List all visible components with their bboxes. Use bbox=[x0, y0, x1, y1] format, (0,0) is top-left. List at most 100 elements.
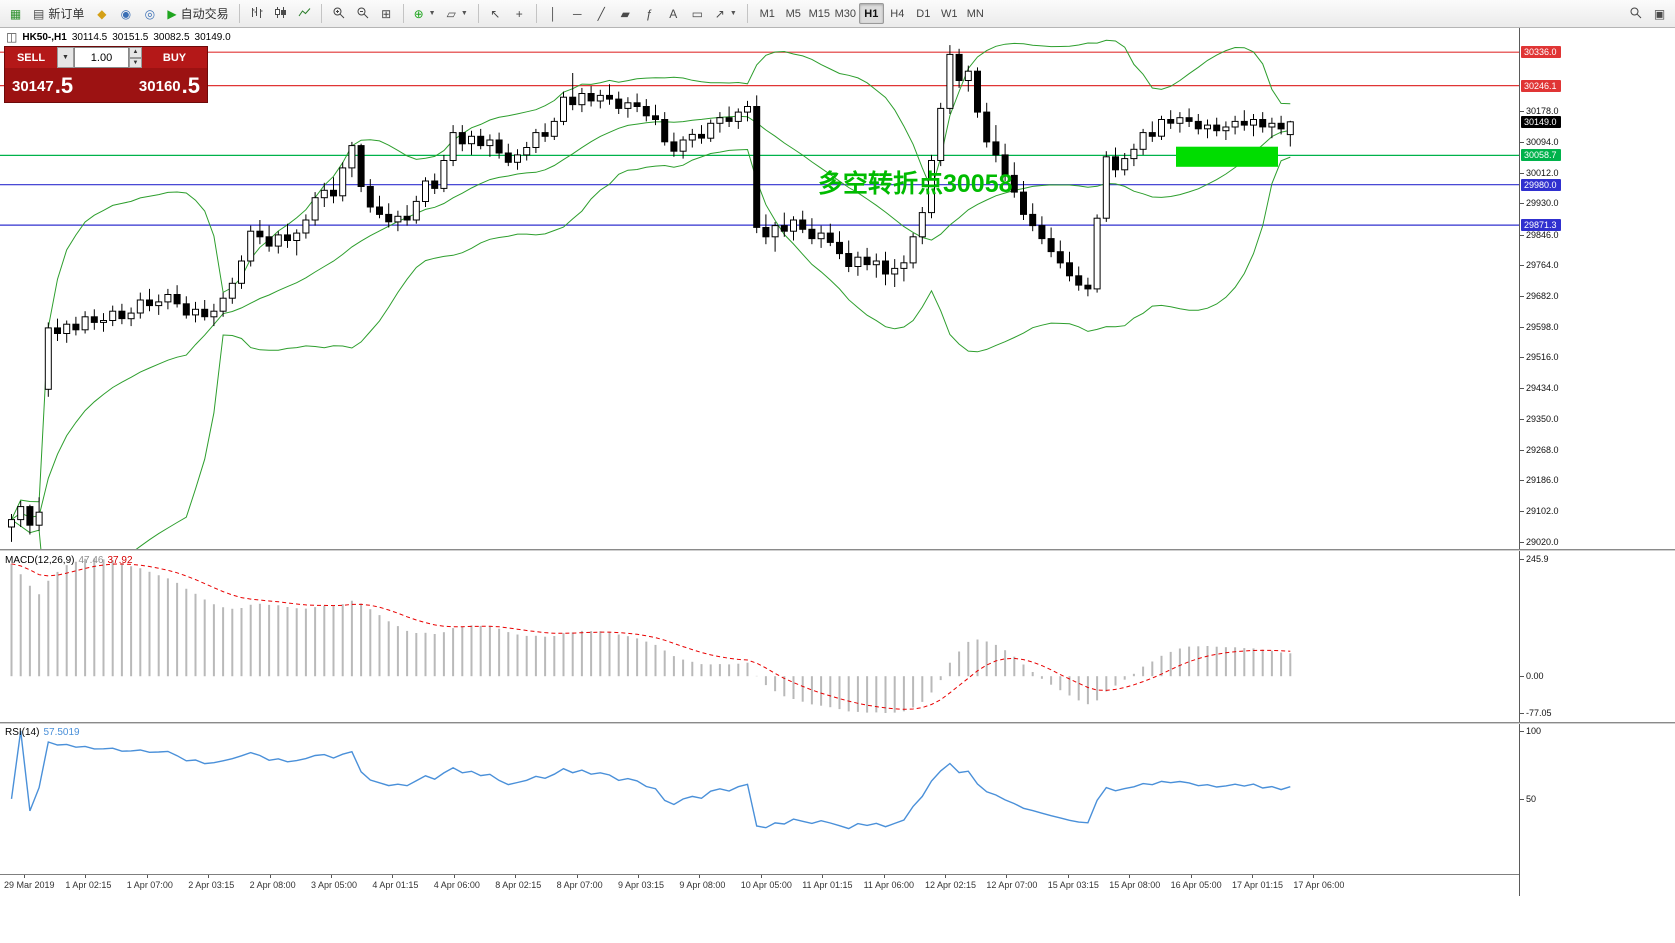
timeframe-d1[interactable]: D1 bbox=[916, 7, 931, 20]
pane-splitter[interactable] bbox=[0, 549, 1675, 551]
new-order-icon: ▤ bbox=[33, 6, 45, 21]
timeframe-mn[interactable]: MN bbox=[966, 7, 984, 20]
toolbar-separator bbox=[320, 4, 322, 23]
sell-button[interactable]: SELL bbox=[5, 47, 57, 68]
objects-button[interactable]: ▱ ▼ bbox=[442, 3, 473, 25]
vertical-line-button[interactable]: │ bbox=[542, 3, 565, 25]
mql5-button[interactable]: ◆ bbox=[90, 3, 113, 25]
mql5-icon: ◆ bbox=[97, 6, 107, 21]
time-tickmark bbox=[24, 875, 25, 878]
time-tickmark bbox=[453, 875, 455, 878]
new-order-button[interactable]: ▤ 新订单 bbox=[28, 3, 89, 25]
timeframe-m30[interactable]: M30 bbox=[834, 7, 856, 20]
pane-splitter[interactable] bbox=[0, 722, 1675, 724]
zoom-in-icon bbox=[332, 6, 345, 21]
crosshair-button[interactable]: + bbox=[508, 3, 531, 25]
layouts-icon: ▣ bbox=[1653, 6, 1666, 21]
volume-down-button[interactable]: ▼ bbox=[129, 57, 142, 68]
label-button[interactable]: ▭ bbox=[686, 3, 709, 25]
trendline-icon: ╱ bbox=[597, 6, 605, 21]
time-label: 11 Apr 01:15 bbox=[802, 880, 853, 890]
time-tickmark bbox=[699, 875, 701, 878]
text-button[interactable]: A bbox=[662, 3, 685, 25]
sell-price[interactable]: 30147.5 bbox=[12, 74, 73, 96]
main-chart[interactable]: 多空转折点30058 bbox=[0, 28, 1519, 549]
toolbar-separator bbox=[535, 4, 537, 23]
fibonacci-button[interactable]: ƒ bbox=[638, 3, 661, 25]
horizontal-line-button[interactable]: ─ bbox=[566, 3, 589, 25]
time-label: 8 Apr 02:15 bbox=[495, 880, 542, 890]
autotrade-button[interactable]: ▶ 自动交易 bbox=[162, 3, 233, 25]
time-tickmark bbox=[146, 875, 148, 878]
candlestick-chart-button[interactable] bbox=[269, 3, 292, 25]
time-label: 4 Apr 06:00 bbox=[433, 880, 480, 890]
price-tick: 29020.0 bbox=[1526, 536, 1559, 547]
timeframe-h1[interactable]: H1 bbox=[858, 3, 884, 24]
time-label: 10 Apr 05:00 bbox=[740, 880, 792, 890]
current-price-badge: 30149.0 bbox=[1521, 115, 1561, 128]
community-icon: ◉ bbox=[120, 6, 132, 21]
indicators-button[interactable]: ⊕ ▼ bbox=[409, 3, 441, 25]
price-tick: 29268.0 bbox=[1526, 444, 1559, 455]
rsi-tick: 50 bbox=[1526, 793, 1537, 804]
axis-tickmark bbox=[1520, 357, 1524, 359]
macd-main-value: 47.46 bbox=[78, 555, 104, 566]
timeframe-group: M1 M5 M15 M30 H1 H4 D1 W1 MN bbox=[755, 3, 988, 24]
text-icon: A bbox=[669, 6, 678, 21]
new-chart-button[interactable]: ▦ bbox=[4, 3, 27, 25]
timeframe-h4[interactable]: H4 bbox=[890, 7, 905, 20]
axis-tickmark bbox=[1520, 511, 1524, 513]
volume-input[interactable] bbox=[74, 47, 129, 68]
price-tick: 29930.0 bbox=[1526, 198, 1559, 209]
time-axis[interactable]: 29 Mar 2019 1 Apr 02:15 1 Apr 07:00 2 Apr 0… bbox=[0, 874, 1519, 896]
line-chart-button[interactable] bbox=[293, 3, 316, 25]
time-label: 2 Apr 03:15 bbox=[188, 880, 235, 890]
vertical-line-icon: │ bbox=[549, 6, 558, 21]
time-label: 17 Apr 06:00 bbox=[1293, 880, 1345, 890]
search-button[interactable] bbox=[1624, 3, 1647, 25]
zoom-in-button[interactable] bbox=[327, 3, 350, 25]
time-tickmark bbox=[576, 875, 578, 878]
macd-tick: -77.05 bbox=[1526, 708, 1552, 719]
rsi-name: RSI(14) bbox=[5, 727, 40, 738]
search-icon bbox=[1629, 6, 1642, 21]
macd-label: MACD(12,26,9) 47.46 37.92 bbox=[5, 555, 133, 566]
support-button[interactable]: ◎ bbox=[138, 3, 161, 25]
community-button[interactable]: ◉ bbox=[114, 3, 137, 25]
price-axis[interactable]: 30178.0 30094.0 30012.0 29930.0 29846.0 29764… bbox=[1519, 28, 1675, 896]
price-line-badge: 30336.0 bbox=[1521, 46, 1561, 59]
buy-price[interactable]: 30160.5 bbox=[138, 74, 200, 96]
timeframe-m15[interactable]: M15 bbox=[808, 7, 830, 20]
time-tickmark bbox=[515, 875, 517, 878]
toolbar: ▦ ▤ 新订单 ◆ ◉ ◎ ▶ 自动交易 ⊞ ⊕ ▼ ▱ ▼ ↖ + │ ─ ╱ ▰ ƒ… bbox=[0, 0, 1675, 28]
macd-pane[interactable] bbox=[0, 552, 1519, 722]
channel-button[interactable]: ▰ bbox=[614, 3, 637, 25]
timeframe-w1[interactable]: W1 bbox=[941, 7, 958, 20]
time-tickmark bbox=[1313, 875, 1315, 878]
time-tickmark bbox=[1129, 875, 1131, 878]
candlestick-chart-icon bbox=[274, 6, 287, 21]
tile-windows-button[interactable]: ⊞ bbox=[375, 3, 398, 25]
time-tickmark bbox=[392, 875, 394, 878]
volume-dropdown-button[interactable]: ▼ bbox=[57, 47, 74, 68]
buy-price-main: 30160 bbox=[138, 77, 181, 95]
axis-tickmark bbox=[1520, 449, 1524, 451]
trendline-button[interactable]: ╱ bbox=[590, 3, 613, 25]
axis-tickmark bbox=[1520, 387, 1524, 389]
bar-chart-button[interactable] bbox=[245, 3, 268, 25]
rsi-pane[interactable] bbox=[0, 724, 1519, 874]
zoom-out-button[interactable] bbox=[351, 3, 374, 25]
cursor-button[interactable]: ↖ bbox=[484, 3, 507, 25]
layouts-button[interactable]: ▣ bbox=[1648, 3, 1671, 25]
label-icon: ▭ bbox=[691, 6, 703, 21]
volume-up-button[interactable]: ▲ bbox=[129, 47, 142, 58]
axis-tickmark bbox=[1520, 730, 1524, 732]
symbol-open: 30114.5 bbox=[71, 31, 108, 43]
cursor-icon: ↖ bbox=[490, 6, 501, 21]
timeframe-m1[interactable]: M1 bbox=[759, 7, 775, 20]
timeframe-m5[interactable]: M5 bbox=[785, 7, 801, 20]
arrows-button[interactable]: ↗ ▼ bbox=[710, 3, 742, 25]
buy-button[interactable]: BUY bbox=[142, 47, 207, 68]
toolbar-separator bbox=[238, 4, 240, 23]
chevron-down-icon: ▼ bbox=[729, 10, 737, 17]
